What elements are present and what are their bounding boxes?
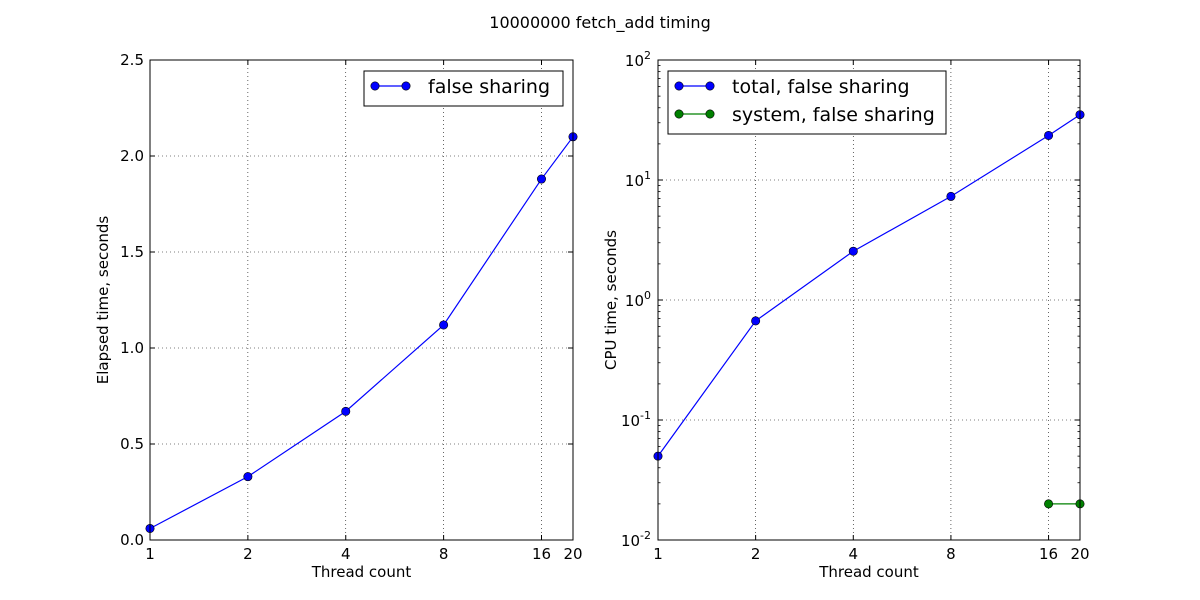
- x-tick-label: 20: [1070, 545, 1089, 563]
- legend-marker: [674, 109, 684, 119]
- y-tick-label: 0.5: [120, 435, 144, 453]
- legend-box: [667, 70, 947, 135]
- data-point: [536, 174, 546, 184]
- legend: total, false sharing system, false sharin…: [667, 70, 947, 135]
- series-line: [149, 136, 574, 530]
- x-tick-label: 16: [532, 545, 551, 563]
- plot-frame: [657, 59, 1081, 541]
- y-tick-label: 102: [625, 49, 651, 70]
- plot-1: 1 2 4 8 16 20 0.0 0.5 1.0 1.5 2.0 2.5 Thread count El…: [94, 51, 583, 581]
- x-tick-label: 2: [243, 545, 253, 563]
- legend: false sharing: [363, 70, 564, 107]
- legend-label: false sharing: [428, 76, 550, 98]
- data-point: [439, 320, 449, 330]
- data-point: [751, 316, 761, 326]
- x-axis-label: Thread count: [311, 563, 412, 581]
- legend-label: system, false sharing: [732, 104, 935, 126]
- x-tick-label: 8: [946, 545, 956, 563]
- x-tick-label: 4: [341, 545, 351, 563]
- data-point: [1044, 499, 1054, 509]
- legend-marker: [370, 81, 380, 91]
- x-tick-label: 1: [653, 545, 663, 563]
- data-point: [946, 191, 956, 201]
- x-tick-label: 20: [563, 545, 582, 563]
- plot-frame: [149, 59, 574, 541]
- y-tick-label: 10-2: [621, 529, 651, 550]
- figure-title: 10000000 fetch_add timing: [489, 13, 710, 33]
- y-tick-label: 100: [625, 289, 651, 310]
- plot-2: 1 2 4 8 16 20 10-2 10-1 100 101 102 Thread count CPU…: [602, 49, 1090, 581]
- legend-marker: [401, 81, 411, 91]
- x-tick-label: 2: [751, 545, 761, 563]
- data-point: [1044, 130, 1054, 140]
- y-tick-label: 10-1: [621, 409, 651, 430]
- legend-marker: [705, 81, 715, 91]
- y-tick-label: 1.5: [120, 243, 144, 261]
- data-point: [848, 246, 858, 256]
- y-axis-label: CPU time, seconds: [602, 230, 620, 370]
- legend-box: [363, 70, 564, 107]
- legend-marker: [705, 109, 715, 119]
- y-tick-label: 2.0: [120, 147, 144, 165]
- legend-marker: [674, 81, 684, 91]
- y-axis-label: Elapsed time, seconds: [94, 216, 112, 385]
- y-tick-label: 101: [625, 169, 651, 190]
- y-tick-label: 0.0: [120, 531, 144, 549]
- x-axis-label: Thread count: [818, 563, 919, 581]
- y-tick-label: 1.0: [120, 339, 144, 357]
- plots-group: 1 2 4 8 16 20 0.0 0.5 1.0 1.5 2.0 2.5 Thread count El…: [94, 49, 1090, 581]
- x-tick-label: 8: [439, 545, 449, 563]
- series-line: [657, 114, 1081, 457]
- data-point: [341, 406, 351, 416]
- x-tick-label: 16: [1039, 545, 1058, 563]
- x-tick-label: 4: [849, 545, 859, 563]
- legend-label: total, false sharing: [732, 76, 910, 98]
- data-point: [243, 472, 253, 482]
- y-tick-label: 2.5: [120, 51, 144, 69]
- x-tick-label: 1: [145, 545, 155, 563]
